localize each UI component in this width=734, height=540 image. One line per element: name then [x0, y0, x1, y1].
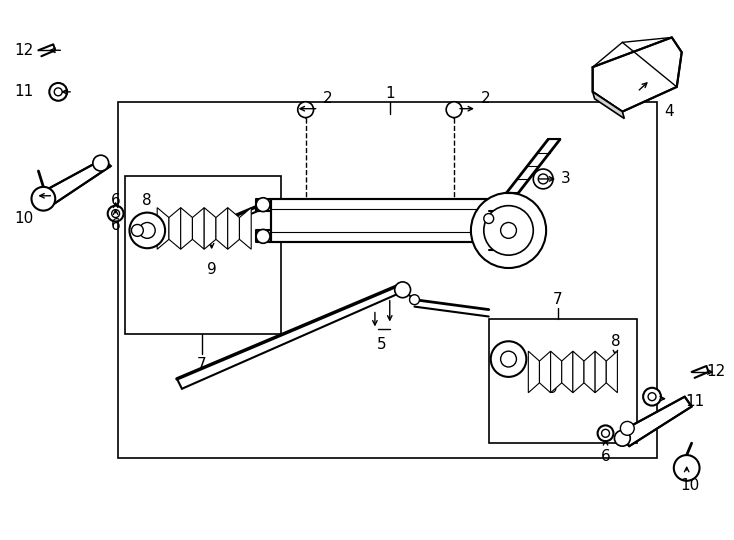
Text: 11: 11 [14, 84, 33, 99]
Bar [489, 320, 637, 443]
Circle shape [298, 102, 313, 118]
Polygon shape [573, 351, 584, 393]
Circle shape [108, 206, 123, 221]
Text: 6: 6 [600, 449, 611, 463]
Polygon shape [617, 397, 691, 446]
Polygon shape [528, 351, 539, 393]
Circle shape [446, 102, 462, 118]
Text: 9: 9 [207, 262, 217, 278]
Polygon shape [239, 208, 251, 249]
Text: 12: 12 [14, 43, 33, 58]
Circle shape [256, 198, 270, 212]
Text: 2: 2 [323, 91, 333, 106]
Polygon shape [157, 208, 169, 249]
Polygon shape [550, 351, 562, 393]
Circle shape [410, 295, 419, 305]
Polygon shape [169, 208, 181, 249]
Polygon shape [606, 351, 617, 393]
Circle shape [92, 155, 109, 171]
Polygon shape [595, 351, 606, 393]
Polygon shape [228, 208, 239, 249]
Circle shape [256, 230, 270, 244]
Polygon shape [271, 199, 489, 242]
Circle shape [648, 393, 656, 401]
Circle shape [131, 225, 143, 237]
Polygon shape [216, 208, 228, 249]
Circle shape [597, 426, 614, 441]
Text: 12: 12 [707, 364, 726, 380]
Circle shape [129, 213, 165, 248]
Text: 7: 7 [197, 356, 206, 372]
Circle shape [139, 222, 155, 238]
Text: 7: 7 [553, 292, 563, 307]
Circle shape [49, 83, 67, 101]
Text: 6: 6 [111, 193, 120, 208]
Polygon shape [192, 208, 204, 249]
Text: 3: 3 [561, 171, 571, 186]
Circle shape [32, 187, 55, 211]
Text: 8: 8 [142, 193, 152, 208]
Circle shape [484, 206, 534, 255]
Circle shape [395, 282, 410, 298]
Polygon shape [181, 208, 192, 249]
Circle shape [534, 169, 553, 189]
Circle shape [501, 222, 517, 238]
Text: 10: 10 [14, 211, 33, 226]
Text: 2: 2 [481, 91, 490, 106]
Text: 6: 6 [111, 218, 120, 233]
Text: 4: 4 [664, 104, 674, 119]
Polygon shape [489, 211, 528, 250]
Circle shape [471, 193, 546, 268]
Text: 11: 11 [685, 394, 704, 409]
Polygon shape [35, 159, 111, 206]
Circle shape [538, 174, 548, 184]
Polygon shape [562, 351, 573, 393]
Circle shape [614, 430, 631, 446]
Text: 9: 9 [548, 381, 558, 396]
Circle shape [112, 210, 120, 218]
Bar [125, 176, 281, 334]
Circle shape [602, 429, 609, 437]
Polygon shape [584, 351, 595, 393]
Circle shape [620, 421, 634, 435]
Circle shape [643, 388, 661, 406]
Text: 8: 8 [611, 334, 620, 349]
Polygon shape [204, 208, 216, 249]
Polygon shape [592, 92, 625, 119]
Circle shape [501, 351, 517, 367]
Text: 5: 5 [377, 337, 387, 352]
Circle shape [484, 214, 494, 224]
Text: 10: 10 [680, 478, 700, 493]
Circle shape [54, 88, 62, 96]
Circle shape [491, 341, 526, 377]
Bar [117, 102, 657, 458]
Text: 1: 1 [385, 86, 395, 102]
Circle shape [674, 455, 700, 481]
Polygon shape [539, 351, 550, 393]
Polygon shape [592, 37, 682, 112]
